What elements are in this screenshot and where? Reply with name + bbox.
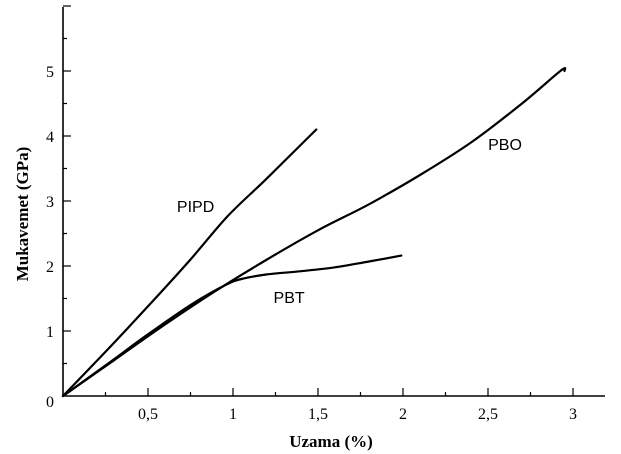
y-tick-label: 3 <box>46 194 54 211</box>
x-tick-label: 3 <box>569 406 577 423</box>
x-axis-title: Uzama (%) <box>289 432 373 451</box>
y-tick-label: 0 <box>46 394 54 411</box>
x-tick-label: 2 <box>399 406 407 423</box>
series-line-pipd <box>61 128 318 398</box>
x-tick-label: 1,5 <box>308 406 328 423</box>
y-tick-label: 4 <box>46 129 54 146</box>
series-label-pipd: PIPD <box>177 199 214 216</box>
ticks <box>63 5 574 396</box>
x-tick-label: 0,5 <box>138 406 158 423</box>
y-axis-title: Mukavemet (GPa) <box>13 147 32 282</box>
x-tick-label: 1 <box>229 406 237 423</box>
y-tick-label: 2 <box>46 259 54 276</box>
series-lines <box>61 67 567 398</box>
x-tick-label: 2,5 <box>478 406 498 423</box>
series-labels: PIPD PBO PBT <box>177 137 522 307</box>
y-tick-label: 5 <box>46 64 54 81</box>
series-label-pbo: PBO <box>488 137 522 154</box>
series-line-pbt <box>61 254 403 398</box>
y-tick-label: 1 <box>46 324 54 341</box>
tick-labels: 0,5 1 1,5 2 2,5 3 0 1 2 3 4 5 <box>46 64 577 423</box>
series-label-pbt: PBT <box>274 290 305 307</box>
series-line-pbo <box>61 67 567 398</box>
